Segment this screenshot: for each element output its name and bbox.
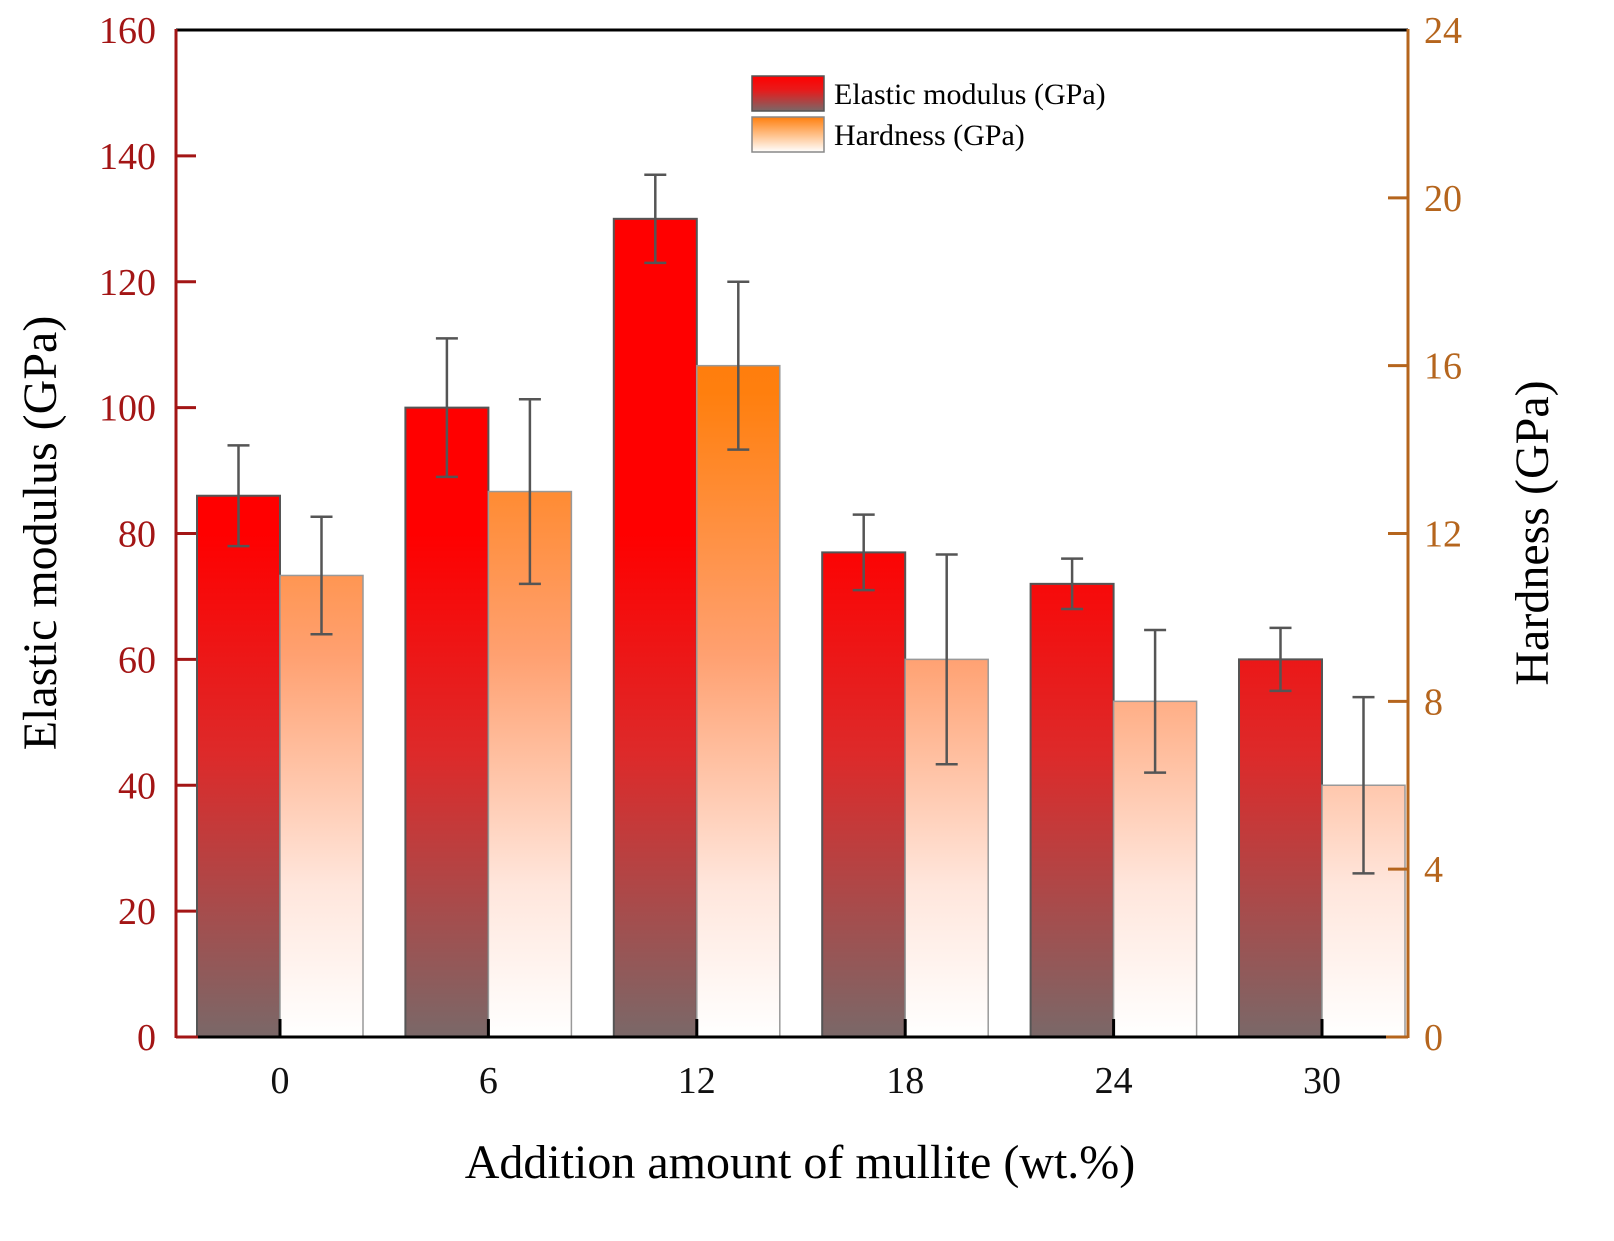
x-axis-title: Addition amount of mullite (wt.%) bbox=[465, 1136, 1136, 1189]
right-y-tick-label: 12 bbox=[1424, 514, 1462, 556]
bar-elastic-modulus-12 bbox=[612, 217, 698, 1038]
left-y-tick-label: 40 bbox=[118, 765, 156, 807]
left-y-tick-label: 20 bbox=[118, 891, 156, 933]
x-tick-label: 24 bbox=[1095, 1060, 1133, 1102]
x-tick-label: 12 bbox=[678, 1060, 716, 1102]
error-bar-hardness-30 bbox=[1352, 695, 1375, 875]
bar-elastic-modulus-24 bbox=[1029, 582, 1115, 1038]
bar-hardness-0 bbox=[279, 574, 364, 1038]
left-y-tick-label: 60 bbox=[118, 639, 156, 681]
right-y-tick-label: 8 bbox=[1424, 681, 1443, 723]
right-y-tick-label: 4 bbox=[1424, 849, 1443, 891]
bar-elastic-modulus-0 bbox=[196, 494, 281, 1038]
left-y-tick-label: 120 bbox=[99, 262, 156, 304]
legend-label-elastic-modulus: Elastic modulus (GPa) bbox=[834, 78, 1106, 111]
left-y-tick-label: 160 bbox=[99, 10, 156, 52]
x-tick-label: 6 bbox=[479, 1060, 498, 1102]
error-bar-elastic-modulus-12 bbox=[644, 173, 667, 265]
legend-label-hardness: Hardness (GPa) bbox=[834, 119, 1025, 152]
error-bar-hardness-24 bbox=[1144, 628, 1167, 774]
left-y-ticks: 0 20 40 60 80 100 120 140 160 bbox=[99, 10, 196, 1059]
left-y-tick-label: 80 bbox=[118, 514, 156, 556]
right-y-tick-label: 20 bbox=[1424, 178, 1462, 220]
error-bar-hardness-6 bbox=[518, 397, 541, 586]
left-y-tick-label: 0 bbox=[137, 1017, 156, 1059]
left-y-tick-label: 140 bbox=[99, 136, 156, 178]
error-bar-hardness-18 bbox=[935, 553, 958, 766]
error-bar-hardness-0 bbox=[310, 515, 333, 636]
left-y-tick-label: 100 bbox=[99, 388, 156, 430]
error-bar-elastic-modulus-18 bbox=[852, 513, 875, 592]
x-tick-label: 0 bbox=[271, 1060, 290, 1102]
legend: Elastic modulus (GPa) Hardness (GPa) bbox=[751, 75, 1106, 153]
error-bar-hardness-12 bbox=[727, 280, 750, 451]
right-y-ticks: 0 4 8 12 16 20 24 bbox=[1388, 10, 1462, 1059]
x-ticks: 0 6 12 18 24 30 bbox=[271, 1019, 1341, 1102]
right-y-tick-label: 16 bbox=[1424, 346, 1462, 388]
bar-elastic-modulus-6 bbox=[404, 406, 490, 1038]
y2-axis-title: Hardness (GPa) bbox=[1506, 380, 1559, 685]
bar-elastic-modulus-18 bbox=[821, 551, 907, 1038]
error-bar-elastic-modulus-0 bbox=[227, 444, 250, 548]
x-tick-label: 30 bbox=[1303, 1060, 1341, 1102]
bar-hardness-12 bbox=[696, 364, 781, 1038]
right-y-tick-label: 0 bbox=[1424, 1017, 1443, 1059]
y-axis-title: Elastic modulus (GPa) bbox=[14, 316, 67, 751]
bar-elastic-modulus-30 bbox=[1238, 658, 1323, 1038]
error-bar-elastic-modulus-24 bbox=[1061, 557, 1084, 611]
right-y-tick-label: 24 bbox=[1424, 10, 1462, 52]
legend-swatch-hardness bbox=[751, 116, 825, 153]
legend-swatch-elastic-modulus bbox=[751, 75, 825, 112]
error-bar-elastic-modulus-6 bbox=[435, 337, 458, 479]
error-bar-elastic-modulus-30 bbox=[1269, 626, 1292, 693]
error-bars bbox=[227, 173, 1375, 875]
x-tick-label: 18 bbox=[886, 1060, 924, 1102]
